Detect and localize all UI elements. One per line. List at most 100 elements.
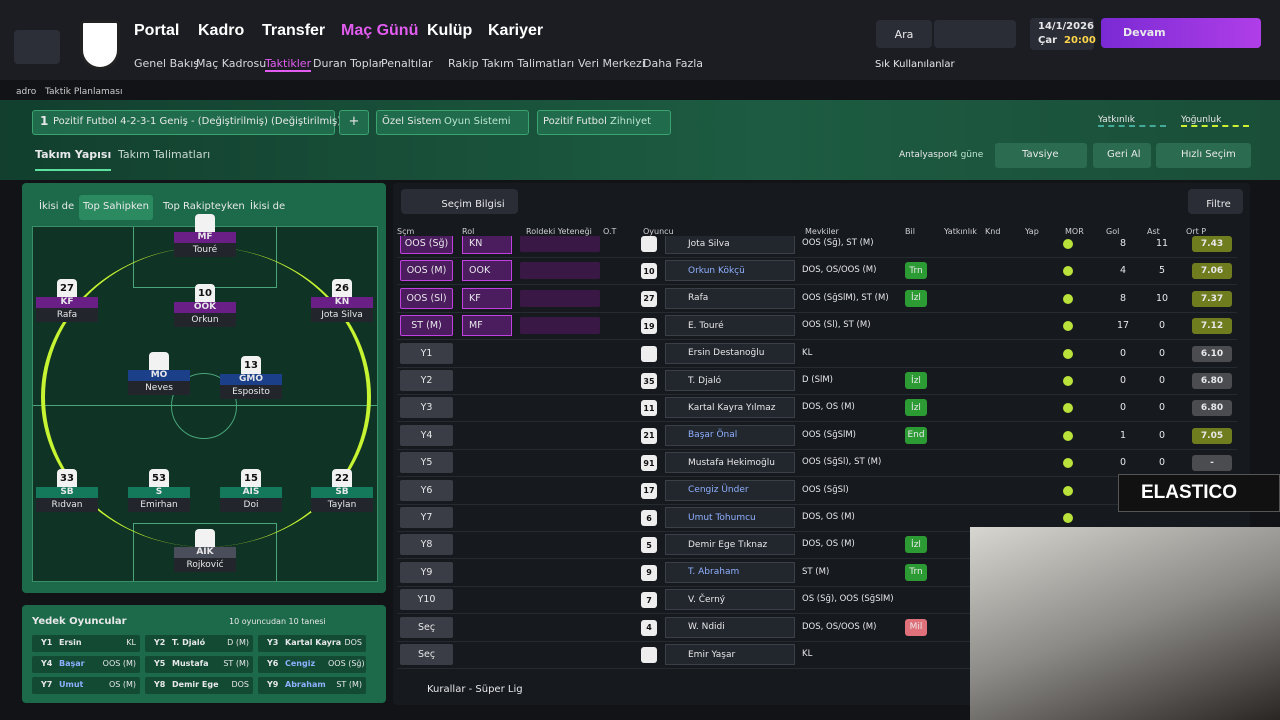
advice-btn[interactable]: Tavsiye [995, 143, 1087, 168]
continue-btn[interactable]: Devam [1101, 18, 1261, 48]
role[interactable]: OOK [462, 260, 512, 282]
role[interactable]: KN [462, 236, 512, 254]
assists: 0 [1158, 457, 1166, 469]
subnav-item[interactable]: Daha Fazla [643, 57, 704, 70]
subnav-item[interactable]: Maç Kadrosu [196, 57, 267, 70]
player-name: Rıdvan [36, 498, 98, 512]
shirt[interactable]: 13 [241, 356, 261, 376]
morale [1063, 348, 1073, 359]
positions: ST (M) [802, 566, 830, 577]
player-box[interactable]: E. Touré [665, 315, 795, 337]
shirt[interactable]: 53 [149, 469, 169, 489]
selection[interactable]: Seç [400, 644, 453, 665]
date: 14/1/2026 [1038, 21, 1095, 32]
pitch-tab[interactable]: Top Sahipken [79, 195, 153, 220]
player-box[interactable]: Cengiz Ünder [665, 479, 795, 501]
nav-item[interactable]: Portal [134, 22, 180, 39]
player-name: Jota Silva [311, 308, 373, 322]
player-box[interactable]: Jota Silva [665, 236, 795, 254]
selection[interactable]: OOS (Sl) [400, 287, 453, 309]
shirt[interactable]: 26 [332, 279, 352, 299]
selection[interactable]: Y10 [400, 589, 453, 611]
subnav-item[interactable]: Taktikler [265, 57, 312, 72]
player-box[interactable]: Umut Tohumcu [665, 507, 795, 528]
selection[interactable]: Y7 [400, 507, 453, 528]
player-box[interactable]: Orkun Kökçü [665, 260, 795, 282]
shirt-icon: 27 [641, 290, 657, 307]
player-box[interactable]: Demir Ege Tıknaz [665, 534, 795, 556]
selection[interactable]: ST (M) [400, 315, 453, 337]
tab[interactable]: Takım Talimatları [118, 148, 211, 161]
shirt[interactable]: 27 [57, 279, 77, 299]
selection[interactable]: Y4 [400, 424, 453, 446]
shirt[interactable] [195, 214, 215, 234]
nav-item[interactable]: Transfer [262, 22, 326, 39]
player-box[interactable]: W. Ndidi [665, 616, 795, 638]
selection[interactable]: Y1 [400, 342, 453, 364]
search[interactable]: Ara [876, 20, 932, 48]
player-box[interactable]: Kartal Kayra Yılmaz [665, 397, 795, 419]
nav-item[interactable]: Kariyer [488, 22, 544, 39]
subnav-item[interactable]: Veri Merkezi [578, 57, 645, 70]
sub-cell [145, 635, 253, 652]
favorites[interactable]: Sık Kullanılanlar [875, 59, 955, 70]
shirt-icon: 21 [641, 427, 657, 444]
role-ability [520, 236, 600, 252]
info-btn[interactable]: Seçim Bilgisi [401, 189, 518, 214]
rating: 7.43 [1192, 236, 1232, 252]
nav-item[interactable]: Kadro [198, 22, 245, 39]
player-box[interactable]: Rafa [665, 287, 795, 309]
pitch-tab[interactable]: İkisi de [250, 201, 286, 212]
positions: OOS (SğSl) [802, 484, 849, 495]
rating: 7.12 [1192, 318, 1232, 335]
shirt[interactable]: 15 [241, 469, 261, 489]
role[interactable]: MF [462, 315, 512, 337]
subnav-item[interactable]: Rakip Takım Talimatları [448, 57, 575, 70]
role[interactable]: KF [462, 287, 512, 309]
shirt-icon: 10 [641, 263, 657, 280]
selection[interactable]: Y2 [400, 370, 453, 391]
shirt[interactable]: 33 [57, 469, 77, 489]
selection[interactable]: Y9 [400, 561, 453, 583]
shirt[interactable]: 10 [195, 284, 215, 304]
pitch-tab[interactable]: İkisi de [39, 201, 75, 212]
shirt[interactable]: 22 [332, 469, 352, 489]
assists: 0 [1158, 347, 1166, 359]
selection[interactable]: Y6 [400, 479, 453, 501]
tab[interactable]: Takım Yapısı [35, 148, 112, 171]
selection[interactable]: Y8 [400, 534, 453, 556]
player-box[interactable]: T. Djaló [665, 370, 795, 391]
tactic-name[interactable]: Pozitif Futbol 4-2-3-1 Geniş - (Değiştir… [53, 116, 342, 127]
subnav-item[interactable]: Genel Bakış [134, 57, 200, 70]
selection[interactable]: Y5 [400, 452, 453, 474]
sub-cell [32, 677, 140, 694]
player-box[interactable]: Emir Yaşar [665, 644, 795, 665]
sub-pos: DOS [344, 638, 362, 647]
player-box[interactable]: T. Abraham [665, 561, 795, 583]
player-box[interactable]: Başar Önal [665, 424, 795, 446]
subnav-item[interactable]: Penaltılar [381, 57, 433, 70]
player-box[interactable]: V. Černý [665, 589, 795, 611]
selection[interactable]: OOS (M) [400, 260, 453, 282]
selection[interactable]: Seç [400, 616, 453, 638]
nav-item[interactable]: Kulüp [427, 22, 473, 39]
sub-name: Başar [59, 659, 85, 668]
player-box[interactable]: Ersin Destanoğlu [665, 342, 795, 364]
overlay-logo: ELASTICO [1118, 474, 1280, 512]
tactic-add[interactable]: + [339, 110, 369, 135]
selection[interactable]: OOS (Sğ) [400, 236, 453, 254]
sub-pos: OS (M) [108, 680, 136, 689]
col-header: Oyuncu [643, 227, 674, 236]
filter-btn[interactable]: Filtre [1188, 189, 1243, 214]
nav-item[interactable]: Maç Günü [341, 22, 419, 39]
undo-btn[interactable]: Geri Al [1093, 143, 1151, 168]
shirt[interactable] [149, 352, 169, 372]
selection[interactable]: Y3 [400, 397, 453, 419]
pitch-tab[interactable]: Top Rakipteyken [163, 201, 245, 212]
shirt[interactable] [195, 529, 215, 549]
subnav-item[interactable]: Duran Toplar [313, 57, 384, 70]
quick-btn[interactable]: Hızlı Seçim [1156, 143, 1251, 168]
goals: 8 [1119, 292, 1127, 304]
player-box[interactable]: Mustafa Hekimoğlu [665, 452, 795, 474]
bil-tag: İzl [905, 399, 927, 417]
